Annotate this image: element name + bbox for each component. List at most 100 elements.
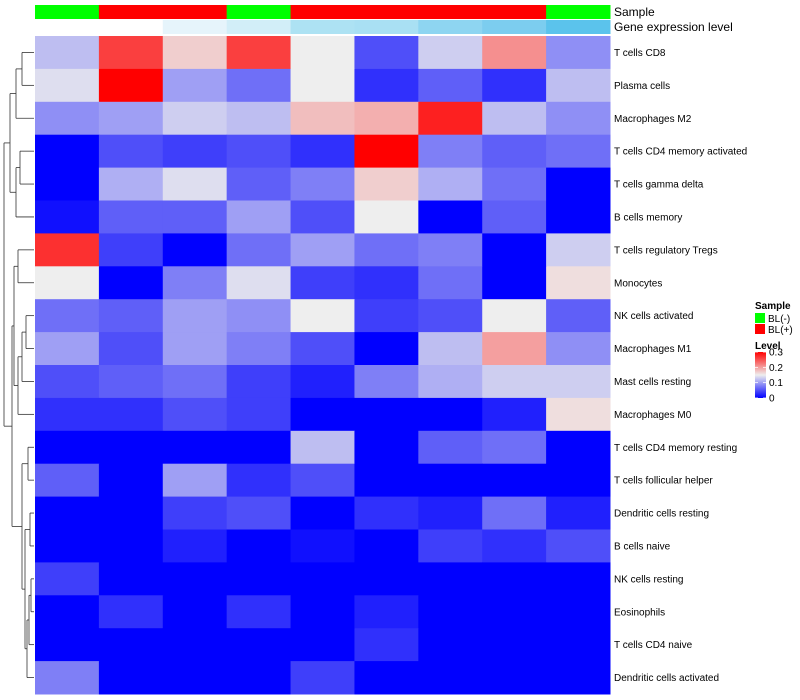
heatmap-cell <box>162 365 228 399</box>
heatmap-cell <box>290 332 355 366</box>
heatmap-cell <box>354 233 419 267</box>
heatmap-cell <box>162 200 228 234</box>
heatmap-cell <box>98 463 164 498</box>
heatmap-cell <box>35 430 100 465</box>
heatmap-cell <box>290 233 355 267</box>
heatmap-cell <box>290 529 355 563</box>
row-label: Monocytes <box>614 278 662 289</box>
row-label: NK cells resting <box>614 574 683 585</box>
heatmap-cell <box>98 365 164 399</box>
heatmap-cell <box>354 661 419 695</box>
row-label: B cells naive <box>614 541 671 552</box>
heatmap-cell <box>546 101 611 136</box>
heatmap-cell <box>546 463 611 498</box>
heatmap-cell <box>98 661 164 695</box>
row-label: Eosinophils <box>614 607 665 618</box>
heatmap-cell <box>162 463 228 498</box>
heatmap-cell <box>226 167 292 201</box>
heatmap-cell <box>290 200 355 234</box>
heatmap-cell <box>98 562 164 596</box>
heatmap-cell <box>418 661 483 695</box>
heatmap-cell <box>418 463 483 498</box>
heatmap-cell <box>98 332 164 366</box>
heatmap-cell <box>35 463 100 498</box>
heatmap-cell <box>290 365 355 399</box>
heatmap-cell <box>354 430 419 465</box>
heatmap-cell <box>98 496 164 530</box>
heatmap-cell <box>226 397 292 432</box>
heatmap-cell <box>226 463 292 498</box>
heatmap-cell <box>290 496 355 530</box>
heatmap-cell <box>290 167 355 201</box>
legend-entry-label: BL(+) <box>768 325 793 336</box>
row-label: T cells CD4 memory activated <box>614 147 747 158</box>
row-label: Plasma cells <box>614 81 670 92</box>
heatmap-cell <box>482 496 547 530</box>
gene-expression-annotation-cell <box>35 20 100 34</box>
heatmap-cell <box>35 661 100 695</box>
heatmap-cells <box>35 36 611 695</box>
heatmap-cell <box>98 430 164 465</box>
heatmap-cell <box>162 529 228 563</box>
heatmap-cell <box>418 299 483 333</box>
heatmap-cell <box>354 68 419 103</box>
heatmap-cell <box>162 101 228 136</box>
heatmap-cell <box>482 628 547 662</box>
heatmap-cell <box>482 101 547 136</box>
row-label: Macrophages M1 <box>614 344 692 355</box>
row-label: T cells follicular helper <box>614 476 713 487</box>
heatmap-cell <box>546 661 611 695</box>
heatmap-cell <box>35 595 100 629</box>
heatmap-cell <box>35 365 100 399</box>
heatmap-cell <box>290 595 355 629</box>
heatmap-cell <box>418 68 483 103</box>
heatmap-cell <box>290 562 355 596</box>
legend-tick-label: 0 <box>769 394 775 405</box>
legend-tick-label: 0.1 <box>769 378 783 389</box>
sample-annotation-cell <box>354 5 419 19</box>
row-label: T cells gamma delta <box>614 180 704 191</box>
heatmap-cell <box>35 200 100 234</box>
gene-expression-annotation-cell <box>418 20 483 34</box>
heatmap-cell <box>354 365 419 399</box>
row-label: B cells memory <box>614 212 682 223</box>
heatmap-cell <box>354 463 419 498</box>
heatmap-cell <box>546 430 611 465</box>
sample-annotation-cell <box>35 5 100 19</box>
heatmap-cell <box>482 529 547 563</box>
heatmap-cell <box>290 134 355 169</box>
heatmap-cell <box>354 134 419 169</box>
gene-expression-annotation-cell <box>546 20 611 34</box>
heatmap-cell <box>226 628 292 662</box>
heatmap-cell <box>546 628 611 662</box>
heatmap-cell <box>482 233 547 267</box>
gene-expression-annotation-cell <box>354 20 419 34</box>
heatmap-cell <box>546 36 611 70</box>
heatmap-cell <box>98 233 164 267</box>
heatmap-cell <box>418 167 483 201</box>
heatmap-cell <box>226 134 292 169</box>
heatmap-cell <box>546 200 611 234</box>
heatmap-cell <box>546 299 611 333</box>
heatmap-cell <box>418 397 483 432</box>
heatmap-cell <box>35 101 100 136</box>
heatmap-cell <box>162 397 228 432</box>
heatmap-cell <box>418 595 483 629</box>
heatmap-cell <box>290 101 355 136</box>
legend-level-title: Level <box>755 341 781 352</box>
heatmap-cell <box>98 266 164 300</box>
row-label: T cells CD8 <box>614 48 666 59</box>
heatmap-cell <box>162 496 228 530</box>
heatmap-cell <box>162 595 228 629</box>
heatmap-cell <box>546 529 611 563</box>
gene-expression-annotation-cell <box>482 20 547 34</box>
heatmap-cell <box>226 36 292 70</box>
heatmap-cell <box>354 562 419 596</box>
heatmap-cell <box>98 101 164 136</box>
heatmap-cell <box>290 299 355 333</box>
heatmap-cell <box>35 233 100 267</box>
heatmap-cell <box>418 628 483 662</box>
sample-annotation-cell <box>482 5 547 19</box>
heatmap-cell <box>35 332 100 366</box>
